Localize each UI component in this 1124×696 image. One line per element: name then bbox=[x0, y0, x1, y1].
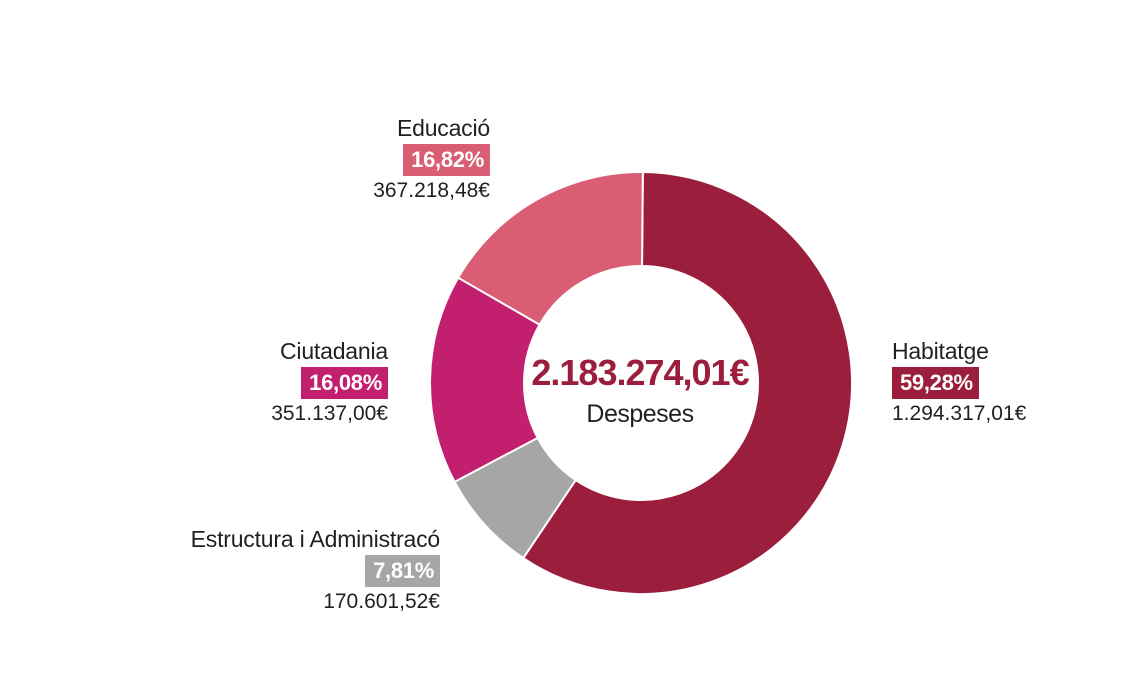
donut-slices bbox=[429, 170, 853, 595]
label-habitatge: Habitatge 59,28% 1.294.317,01€ bbox=[892, 337, 1124, 428]
slice-amount: 1.294.317,01€ bbox=[892, 402, 1027, 425]
label-estructura: Estructura i Administracó 7,81% 170.601,… bbox=[140, 525, 441, 616]
slice-percent: 59,28% bbox=[892, 367, 979, 399]
center-total: 2.183.274,01€ bbox=[531, 352, 749, 393]
slice-amount: 367.218,48€ bbox=[373, 179, 490, 202]
slice-educació bbox=[456, 171, 644, 326]
slice-percent: 16,08% bbox=[301, 367, 388, 399]
label-ciutadania: Ciutadania 16,08% 351.137,00€ bbox=[88, 337, 388, 428]
slice-name: Estructura i Administracó bbox=[190, 526, 441, 552]
slice-name: Ciutadania bbox=[280, 338, 388, 364]
slice-name: Educació bbox=[396, 115, 490, 141]
slice-habitatge bbox=[521, 170, 853, 595]
slice-name: Habitatge bbox=[892, 338, 989, 364]
slice-percent: 16,82% bbox=[403, 144, 490, 176]
center-label: Despeses bbox=[586, 400, 694, 428]
label-educacio: Educació 16,82% 367.218,48€ bbox=[190, 114, 490, 205]
slice-amount: 170.601,52€ bbox=[323, 590, 440, 613]
slice-percent: 7,81% bbox=[365, 555, 440, 587]
slice-amount: 351.137,00€ bbox=[271, 402, 388, 425]
